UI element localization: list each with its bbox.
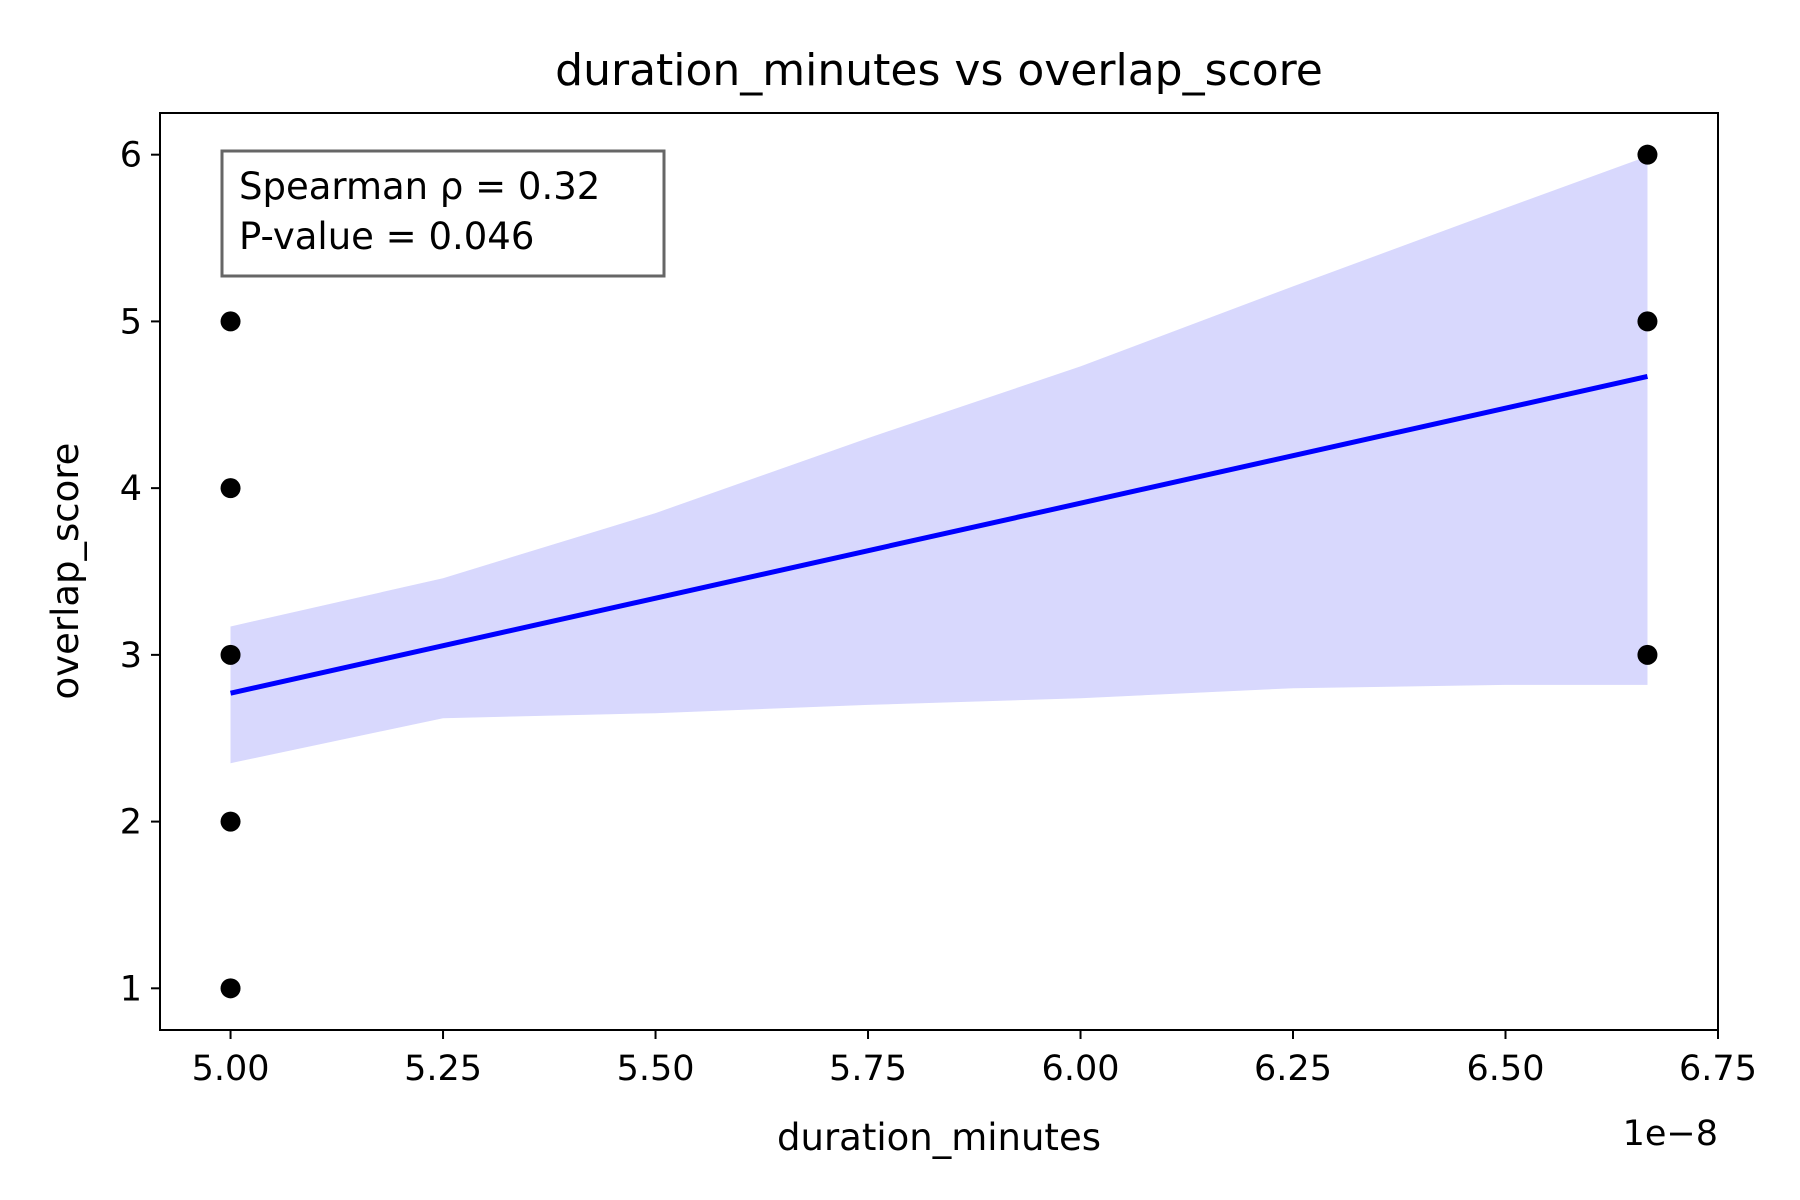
y-axis-ticks: 1 2 3 4 5 6 [120,136,160,1009]
annotation-spearman: Spearman ρ = 0.32 [239,165,600,208]
data-point [1637,144,1658,165]
x-offset-label: 1e−8 [1623,1114,1718,1154]
x-tick-label: 5.75 [829,1049,907,1089]
data-point [1637,644,1658,665]
data-point [220,811,241,832]
y-tick-label: 6 [120,136,142,176]
stats-annotation-box: Spearman ρ = 0.32 P-value = 0.046 [220,149,666,278]
y-tick-label: 1 [120,969,142,1009]
regression-line [230,373,1648,696]
y-tick-label: 4 [120,469,142,509]
annotation-p-value: P-value = 0.046 [239,215,534,258]
data-point [220,478,241,499]
annotation-frame [220,149,666,278]
x-tick-label: 6.50 [1467,1049,1545,1089]
data-point [1637,311,1658,332]
x-tick-label: 6.25 [1254,1049,1332,1089]
x-axis-label: duration_minutes [777,1116,1101,1159]
regression-line-layer [230,373,1648,696]
data-points-layer [220,144,1658,999]
data-point [220,311,241,332]
x-tick-label: 5.50 [617,1049,695,1089]
y-tick-label: 3 [120,636,142,676]
data-point [220,644,241,665]
x-tick-label: 5.00 [192,1049,270,1089]
x-tick-label: 5.25 [404,1049,482,1089]
y-axis-label: overlap_score [44,443,87,700]
y-tick-label: 2 [120,803,142,843]
x-tick-label: 6.00 [1042,1049,1120,1089]
x-axis-ticks: 5.00 5.25 5.50 5.75 6.00 6.25 6.50 6.75 [192,1030,1757,1089]
x-tick-label: 6.75 [1679,1049,1757,1089]
plot-frame [159,112,1719,1031]
y-tick-label: 5 [120,302,142,342]
chart-title: duration_minutes vs overlap_score [555,45,1323,96]
data-point [220,978,241,999]
